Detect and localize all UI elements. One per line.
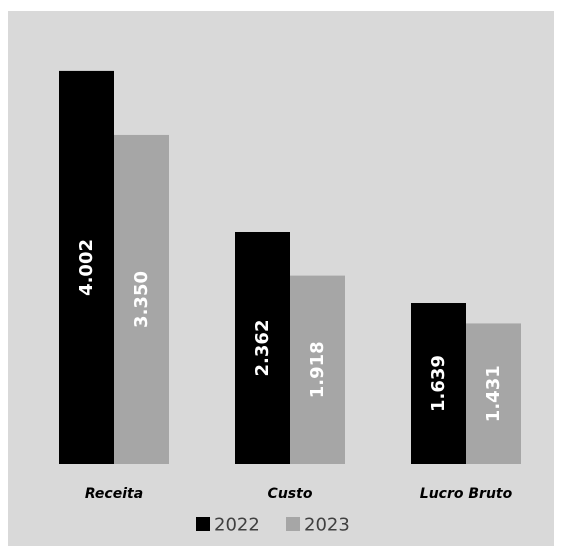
bar-chart: 4.002 3.350 Receita 2.362 1.918 Custo 1.639 1.4… <box>59 70 521 536</box>
bar-2022-receita <box>59 70 114 464</box>
bar-2023-receita <box>114 134 169 464</box>
category-label: Receita <box>85 486 143 502</box>
bar-2023-custo <box>290 275 345 464</box>
legend-label: 2023 <box>304 515 350 536</box>
data-label: 2.362 <box>252 320 273 377</box>
category-label: Lucro Bruto <box>420 486 513 502</box>
legend-swatch <box>286 517 300 531</box>
bar-2022-custo <box>235 231 290 464</box>
legend-label: 2022 <box>214 515 260 536</box>
data-label: 3.350 <box>131 271 152 328</box>
legend-swatch <box>196 517 210 531</box>
data-label: 1.639 <box>428 355 449 412</box>
bar-2023-lucro-bruto <box>466 323 521 464</box>
data-label: 4.002 <box>76 239 97 296</box>
category-label: Custo <box>268 486 313 502</box>
data-label: 1.918 <box>307 341 328 398</box>
data-label: 1.431 <box>483 365 504 422</box>
bar-2022-lucro-bruto <box>411 303 466 464</box>
chart-area: 4.002 3.350 Receita 2.362 1.918 Custo 1.639 1.4… <box>8 11 554 546</box>
